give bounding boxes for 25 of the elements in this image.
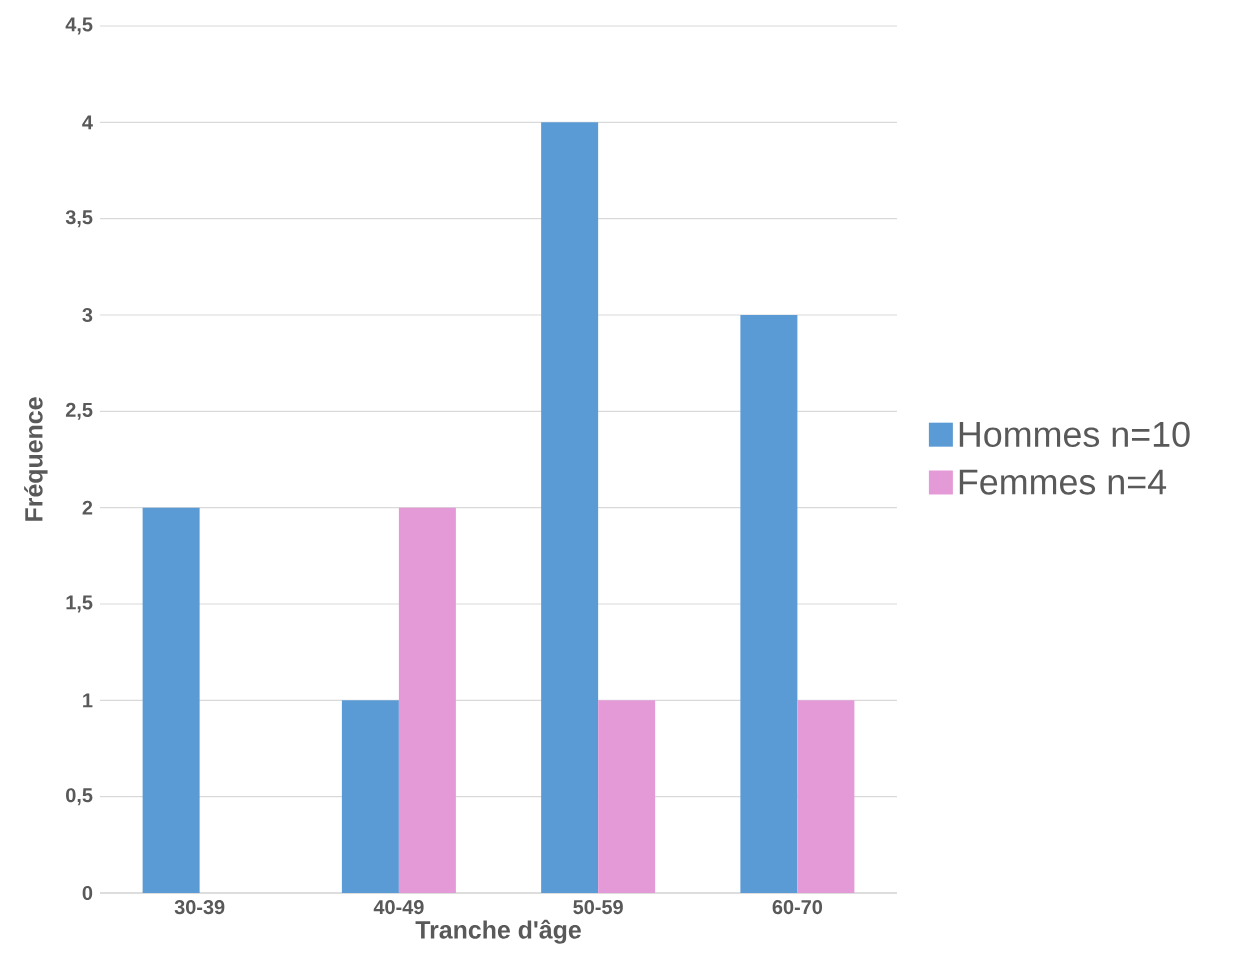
- bar: [541, 122, 599, 893]
- legend-label: Femmes n=4: [959, 469, 1167, 495]
- y-tick-label: 4: [82, 115, 93, 130]
- bar: [740, 315, 798, 893]
- y-tick-label: 0,5: [66, 788, 93, 806]
- y-tick-label: 3: [82, 307, 93, 323]
- y-tick-label: 0: [82, 885, 93, 901]
- x-tick-label: 60-70: [772, 900, 823, 915]
- y-tick-label: 4,5: [65, 17, 93, 35]
- x-axis-title: Tranche d'âge: [415, 919, 581, 944]
- bar: [341, 700, 399, 893]
- x-tick-label: 30-39: [174, 900, 225, 915]
- x-tick-label: 40-49: [373, 900, 424, 915]
- bar: [797, 700, 855, 893]
- y-tick-label: 3,5: [65, 210, 93, 228]
- y-tick-label: 2: [82, 500, 93, 515]
- x-tick-label: 50-59: [573, 900, 623, 915]
- y-tick-label: 2,5: [65, 402, 93, 420]
- y-tick-label: 1,5: [66, 595, 93, 613]
- legend-label: Hommes n=10: [959, 421, 1190, 448]
- y-tick-label: 1: [83, 693, 93, 708]
- y-axis-title: Fréquence: [24, 397, 48, 521]
- bar: [142, 507, 200, 893]
- bar: [398, 507, 456, 893]
- bar: [598, 700, 656, 893]
